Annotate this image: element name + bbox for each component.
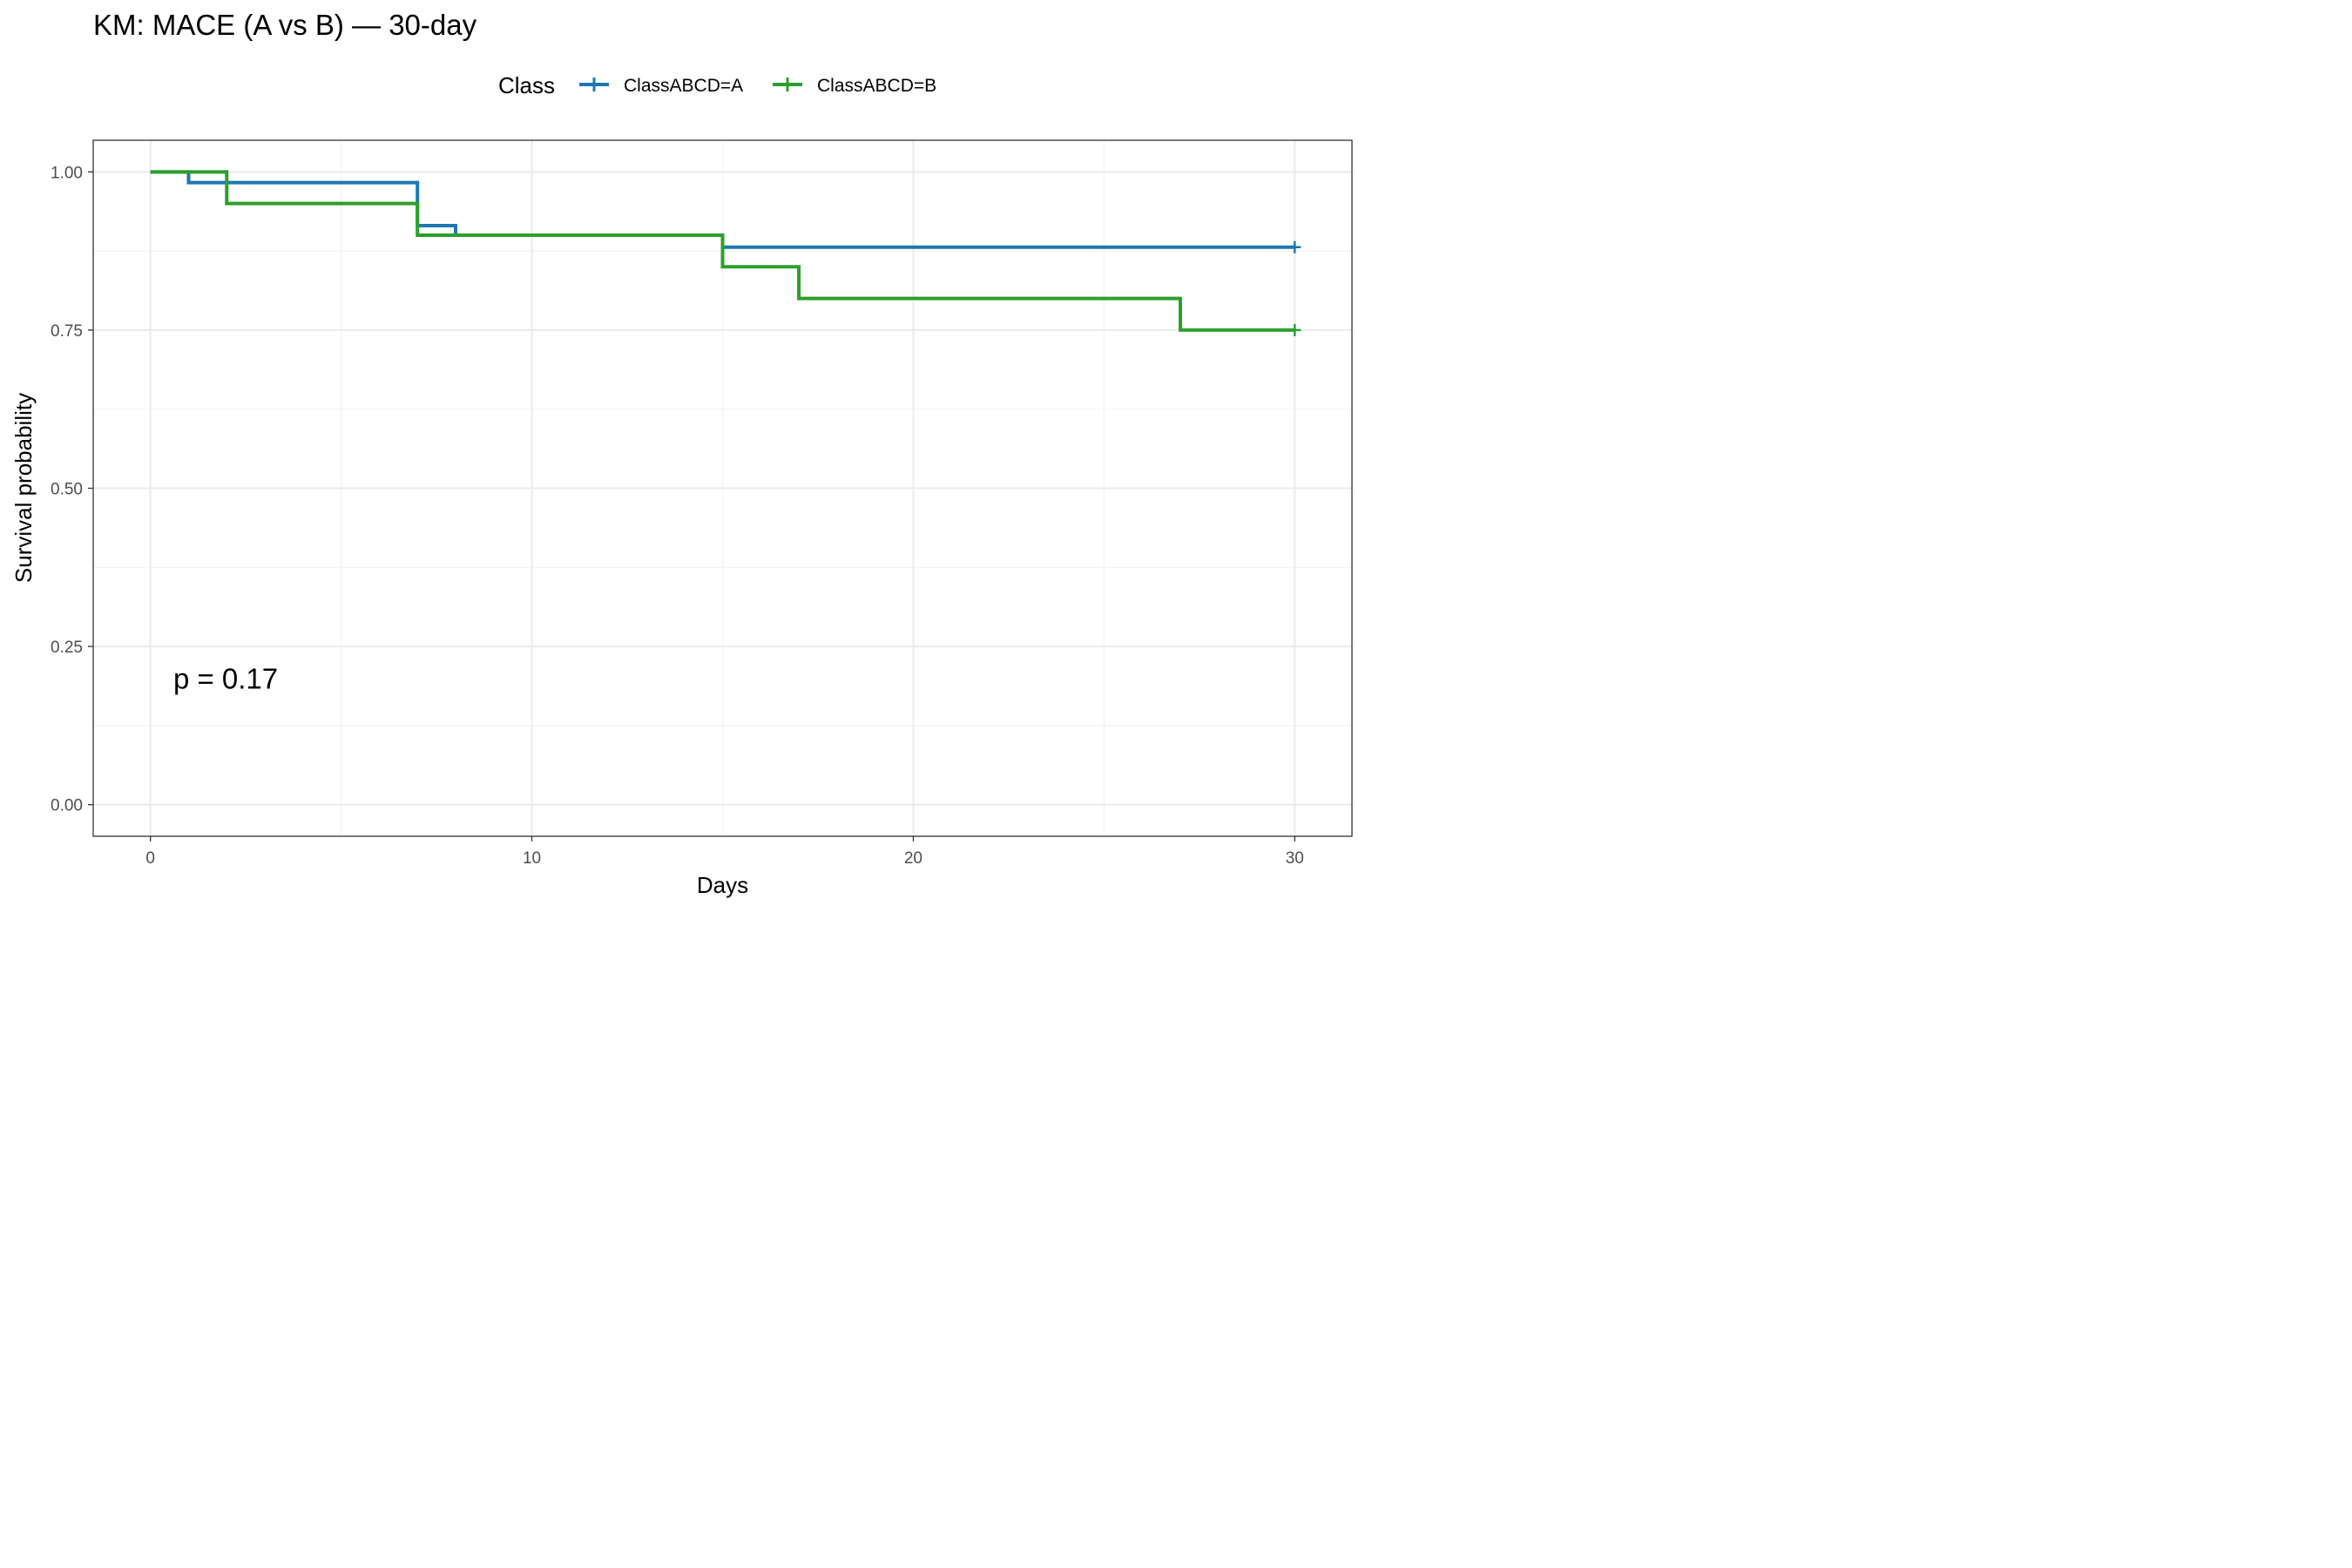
p-value-annotation: p = 0.17 xyxy=(173,662,278,694)
series-layer xyxy=(150,170,1301,336)
km-chart: KM: MACE (A vs B) — 30-day Class ClassAB… xyxy=(10,9,1353,898)
legend-title: Class xyxy=(498,72,555,98)
x-tick-label: 0 xyxy=(145,849,155,868)
axis-ticks: 0 10 20 30 0.00 0.25 0.50 0.75 1.00 xyxy=(51,164,1304,868)
y-tick-label: 0.50 xyxy=(51,481,83,499)
censor-mark xyxy=(1288,240,1301,253)
legend-label: ClassABCD=B xyxy=(817,76,936,96)
legend-label: ClassABCD=A xyxy=(624,76,743,96)
legend-key-b: ClassABCD=B xyxy=(773,76,936,96)
chart-title: KM: MACE (A vs B) — 30-day xyxy=(93,9,477,41)
survival-curve-b xyxy=(150,170,1295,332)
x-axis-label: Days xyxy=(697,872,748,898)
censor-mark xyxy=(1288,323,1301,336)
legend-key-a: ClassABCD=A xyxy=(579,76,743,96)
x-tick-label: 20 xyxy=(904,849,923,868)
y-axis-label: Survival probability xyxy=(10,393,37,583)
y-tick-label: 0.75 xyxy=(51,322,83,341)
x-tick-label: 10 xyxy=(523,849,541,868)
y-tick-label: 1.00 xyxy=(51,164,83,182)
legend: Class ClassABCD=A ClassABCD=B xyxy=(498,72,936,98)
y-tick-label: 0.25 xyxy=(51,639,83,657)
y-tick-label: 0.00 xyxy=(51,797,83,815)
x-tick-label: 30 xyxy=(1286,849,1304,868)
